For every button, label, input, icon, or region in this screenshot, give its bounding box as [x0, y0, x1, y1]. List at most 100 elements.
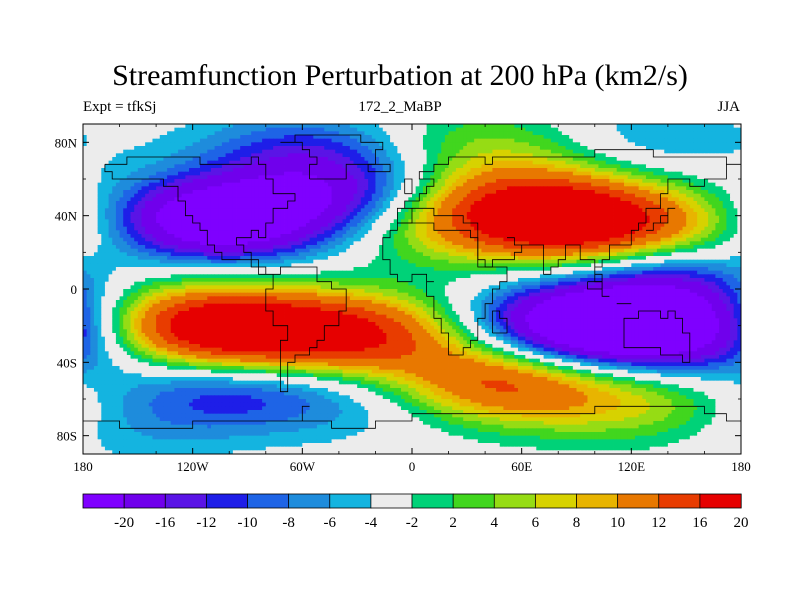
field-cell [422, 201, 428, 206]
field-cell [689, 146, 694, 151]
field-cell [433, 201, 438, 206]
field-cell [408, 219, 413, 224]
field-cell [225, 127, 230, 132]
field-cell [660, 219, 665, 224]
field-cell [207, 149, 212, 154]
field-cell [93, 168, 99, 173]
field-cell [371, 138, 376, 143]
field-cell [708, 124, 713, 129]
field-cell [291, 127, 296, 132]
field-cell [265, 138, 270, 143]
field-cell [477, 204, 482, 209]
field-cell [499, 164, 504, 169]
field-cell [580, 149, 585, 154]
field-cell [737, 131, 741, 136]
field-cell [580, 190, 585, 195]
field-cell [426, 135, 431, 140]
field-cell [167, 171, 172, 176]
field-cell [649, 153, 654, 158]
field-cell [444, 131, 449, 136]
field-cell [97, 168, 102, 173]
field-cell [225, 186, 230, 191]
field-cell [602, 138, 607, 143]
field-cell [554, 182, 559, 187]
field-cell [448, 171, 453, 176]
field-cell [287, 168, 292, 173]
field-cell [368, 164, 373, 169]
field-cell [616, 131, 621, 136]
field-cell [221, 138, 226, 143]
field-cell [174, 124, 179, 129]
field-cell [441, 212, 446, 217]
field-cell [602, 186, 607, 191]
field-cell [93, 135, 99, 140]
field-cell [686, 135, 691, 140]
field-cell [280, 215, 285, 220]
field-cell [605, 201, 610, 206]
field-cell [309, 197, 314, 202]
field-cell [550, 219, 555, 224]
field-cell [514, 135, 519, 140]
field-cell [642, 138, 647, 143]
field-cell [196, 171, 201, 176]
field-cell [225, 175, 230, 180]
field-cell [207, 135, 212, 140]
field-cell [397, 168, 402, 173]
field-cell [638, 127, 643, 132]
field-cell [532, 179, 537, 184]
field-cell [503, 182, 508, 187]
field-cell [722, 171, 727, 176]
field-cell [185, 149, 190, 154]
field-cell [569, 219, 574, 224]
field-cell [583, 153, 588, 158]
field-cell [660, 182, 665, 187]
field-cell [697, 193, 702, 198]
field-cell [320, 149, 325, 154]
field-cell [126, 124, 131, 129]
field-cell [678, 201, 683, 206]
field-cell [463, 149, 468, 154]
field-cell [521, 201, 526, 206]
field-cell [711, 160, 716, 165]
field-cell [379, 201, 384, 206]
field-cell [430, 186, 435, 191]
field-cell [309, 175, 314, 180]
field-cell [221, 142, 226, 147]
field-cell [225, 168, 230, 173]
field-cell [254, 223, 259, 228]
field-cell [276, 146, 281, 151]
field-cell [525, 175, 530, 180]
field-cell [335, 182, 340, 187]
field-cell [397, 175, 402, 180]
field-cell [360, 127, 365, 132]
field-cell [371, 186, 376, 191]
field-cell [254, 190, 259, 195]
field-cell [327, 215, 332, 220]
field-cell [123, 179, 128, 184]
field-cell [426, 171, 431, 176]
field-cell [499, 204, 504, 209]
field-cell [243, 127, 248, 132]
field-cell [83, 160, 88, 165]
field-cell [430, 219, 435, 224]
field-cell [412, 212, 417, 217]
field-cell [221, 201, 226, 206]
field-cell [488, 153, 493, 158]
field-cell [379, 138, 384, 143]
field-cell [379, 146, 384, 151]
field-cell [379, 160, 384, 165]
field-cell [737, 201, 741, 206]
field-cell [693, 182, 698, 187]
field-cell [539, 168, 544, 173]
field-cell [401, 190, 406, 195]
field-cell [653, 149, 658, 154]
field-cell [397, 212, 402, 217]
field-cell [711, 138, 716, 143]
field-cell [181, 215, 186, 220]
field-cell [240, 215, 245, 220]
field-cell [247, 142, 252, 147]
field-cell [686, 190, 691, 195]
field-cell [609, 204, 614, 209]
field-cell [576, 212, 581, 217]
field-cell [276, 131, 281, 136]
